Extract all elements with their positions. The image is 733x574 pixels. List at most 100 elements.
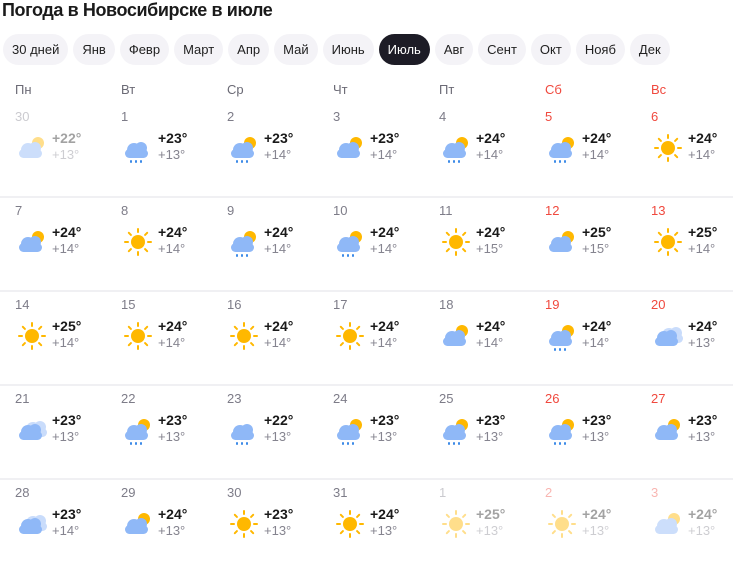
partly-cloudy-rain-icon [121,413,155,447]
partly-cloudy-rain-icon [333,413,367,447]
weekday-label: Пт [439,82,455,97]
day-temp-low: +13° [582,523,610,538]
day-cell[interactable]: 29 +24° +13° [121,480,227,574]
day-cell[interactable]: 25 +23° +13° [439,386,545,478]
day-cell[interactable]: 16 +24° +14° [227,292,333,384]
day-cell[interactable]: 30 +23° +13° [227,480,333,574]
month-tab[interactable]: Февр [119,34,170,65]
day-date: 12 [545,203,560,218]
day-cell[interactable]: 3 +23° +14° [333,104,439,196]
month-tab[interactable]: Май [274,34,318,65]
month-tab[interactable]: Дек [629,34,670,65]
day-date: 1 [439,485,447,500]
day-temp-high: +24° [264,318,294,334]
month-tab[interactable]: 30 дней [3,34,69,65]
day-cell[interactable]: 10 +24° +14° [333,198,439,290]
day-temp-low: +14° [264,147,292,162]
day-date: 1 [121,109,129,124]
day-date: 27 [651,391,666,406]
day-cell[interactable]: 11 +24° +15° [439,198,545,290]
day-cell[interactable]: 27 +23° +13° [651,386,733,478]
day-date: 30 [227,485,242,500]
day-date: 15 [121,297,136,312]
month-tab[interactable]: Нояб [575,34,625,65]
day-cell[interactable]: 22 +23° +13° [121,386,227,478]
day-cell[interactable]: 1 +25° +13° [439,480,545,574]
day-temp-low: +14° [52,523,80,538]
day-cell[interactable]: 14 +25° +14° [15,292,121,384]
day-temp-low: +13° [370,429,398,444]
month-tab[interactable]: Июнь [322,34,374,65]
day-temp-low: +14° [582,147,610,162]
day-cell[interactable]: 12 +25° +15° [545,198,651,290]
sun-icon [439,225,473,259]
partly-cloudy-rain-icon [333,225,367,259]
day-temp-low: +15° [476,241,504,256]
month-tab[interactable]: Авг [434,34,474,65]
sun-icon [439,507,473,541]
week-row: 21 +23° +13° 22 +23° +13° 23 +22° +13° 24 +23° +13°… [0,386,733,480]
day-temp-low: +13° [264,523,292,538]
month-tab[interactable]: Окт [530,34,571,65]
day-temp-low: +13° [688,335,716,350]
day-cell[interactable]: 8 +24° +14° [121,198,227,290]
day-cell[interactable]: 15 +24° +14° [121,292,227,384]
week-row: 7 +24° +14° 8 +24° +14° 9 +24° +14° 10 +24° +14° 11 +… [0,198,733,292]
partly-cloudy-rain-icon [227,225,261,259]
day-temp-high: +25° [476,506,506,522]
day-date: 28 [15,485,30,500]
month-tabs: 30 дней Янв Февр Март Апр Май Июнь Июль Авг Сент О… [3,34,670,65]
day-cell[interactable]: 13 +25° +14° [651,198,733,290]
cloudy-icon [651,319,685,353]
weekday-label: Ср [227,82,244,97]
day-cell[interactable]: 28 +23° +14° [15,480,121,574]
day-cell[interactable]: 2 +24° +13° [545,480,651,574]
weekday-label: Чт [333,82,348,97]
day-cell[interactable]: 21 +23° +13° [15,386,121,478]
day-cell[interactable]: 30 +22° +13° [15,104,121,196]
day-temp-low: +14° [370,241,398,256]
day-cell[interactable]: 20 +24° +13° [651,292,733,384]
day-cell[interactable]: 9 +24° +14° [227,198,333,290]
month-tab[interactable]: Сент [478,34,526,65]
day-temp-high: +24° [476,318,506,334]
day-cell[interactable]: 31 +24° +13° [333,480,439,574]
day-cell[interactable]: 24 +23° +13° [333,386,439,478]
partly-cloudy-icon [439,319,473,353]
day-date: 8 [121,203,129,218]
sun-icon [545,507,579,541]
month-tab[interactable]: Апр [228,34,270,65]
day-cell[interactable]: 2 +23° +14° [227,104,333,196]
day-date: 11 [439,203,453,218]
day-cell[interactable]: 4 +24° +14° [439,104,545,196]
day-date: 19 [545,297,560,312]
day-cell[interactable]: 6 +24° +14° [651,104,733,196]
day-date: 5 [545,109,553,124]
day-temp-high: +24° [688,318,718,334]
day-date: 30 [15,109,30,124]
day-cell[interactable]: 26 +23° +13° [545,386,651,478]
day-cell[interactable]: 1 +23° +13° [121,104,227,196]
day-cell[interactable]: 18 +24° +14° [439,292,545,384]
day-cell[interactable]: 3 +24° +13° [651,480,733,574]
day-cell[interactable]: 19 +24° +14° [545,292,651,384]
day-cell[interactable]: 7 +24° +14° [15,198,121,290]
day-temp-low: +15° [582,241,610,256]
cloudy-icon [15,507,49,541]
day-cell[interactable]: 17 +24° +14° [333,292,439,384]
month-tab[interactable]: Июль [378,34,430,65]
month-tab[interactable]: Янв [73,34,115,65]
day-temp-low: +14° [582,335,610,350]
month-tab[interactable]: Март [174,34,224,65]
weekday-label: Вт [121,82,136,97]
day-temp-high: +24° [370,506,400,522]
day-cell[interactable]: 23 +22° +13° [227,386,333,478]
day-date: 2 [227,109,235,124]
day-cell[interactable]: 5 +24° +14° [545,104,651,196]
day-date: 13 [651,203,666,218]
partly-cloudy-icon [333,131,367,165]
day-temp-high: +24° [52,224,82,240]
day-date: 7 [15,203,23,218]
day-date: 22 [121,391,136,406]
day-date: 26 [545,391,560,406]
